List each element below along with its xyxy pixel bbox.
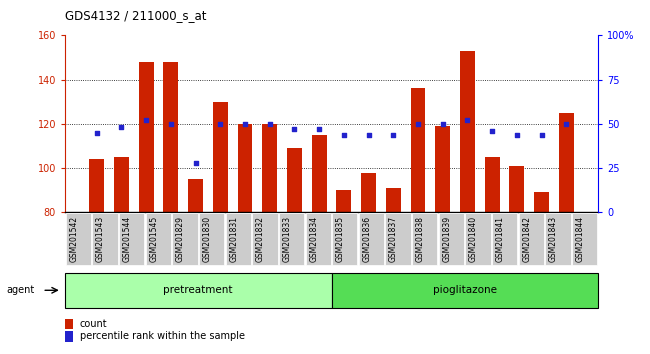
Point [215,121,226,127]
Bar [188,179,203,212]
Point [339,132,349,137]
Text: GSM201831: GSM201831 [229,216,238,262]
Text: GSM201543: GSM201543 [96,216,105,262]
Bar [237,124,252,212]
Point [561,121,571,127]
Bar [460,51,475,212]
Point [363,132,374,137]
Bar [163,62,178,212]
Text: GSM201544: GSM201544 [123,216,131,262]
Text: GSM201833: GSM201833 [283,216,292,262]
Text: agent: agent [6,285,34,295]
Point [413,121,423,127]
Text: count: count [80,319,108,329]
Bar [312,135,326,212]
Bar [337,190,351,212]
Point [437,121,448,127]
Text: pretreatment: pretreatment [164,285,233,295]
Text: GSM201836: GSM201836 [363,216,371,262]
Point [289,126,300,132]
Point [512,132,522,137]
Point [166,121,176,127]
Point [240,121,250,127]
Bar [436,126,450,212]
Bar [287,148,302,212]
Bar [386,188,400,212]
Text: percentile rank within the sample: percentile rank within the sample [80,331,245,341]
Text: GSM201829: GSM201829 [176,216,185,262]
Point [314,126,324,132]
Bar [89,159,104,212]
Text: GSM201841: GSM201841 [496,216,504,262]
Bar [510,166,525,212]
Bar [534,193,549,212]
Bar [263,124,277,212]
Text: GSM201839: GSM201839 [443,216,451,262]
Bar [485,157,500,212]
Text: GSM201835: GSM201835 [336,216,344,262]
Bar [411,88,426,212]
Text: GSM201545: GSM201545 [150,216,159,262]
Point [92,130,102,136]
Point [141,118,151,123]
Point [116,125,127,130]
Text: GSM201840: GSM201840 [469,216,478,262]
Bar [138,62,153,212]
Text: GSM201542: GSM201542 [70,216,79,262]
Text: pioglitazone: pioglitazone [433,285,497,295]
Point [388,132,398,137]
Bar [559,113,574,212]
Text: GSM201843: GSM201843 [549,216,558,262]
Text: GSM201832: GSM201832 [256,216,265,262]
Text: GSM201838: GSM201838 [416,216,424,262]
Text: GDS4132 / 211000_s_at: GDS4132 / 211000_s_at [65,9,207,22]
Text: GSM201834: GSM201834 [309,216,318,262]
Point [190,160,201,166]
Point [462,118,473,123]
Point [265,121,275,127]
Bar [114,157,129,212]
Text: GSM201837: GSM201837 [389,216,398,262]
Text: GSM201844: GSM201844 [576,216,585,262]
Text: GSM201842: GSM201842 [523,216,531,262]
Bar [361,172,376,212]
Bar [213,102,228,212]
Point [487,128,497,134]
Text: GSM201830: GSM201830 [203,216,212,262]
Point [536,132,547,137]
